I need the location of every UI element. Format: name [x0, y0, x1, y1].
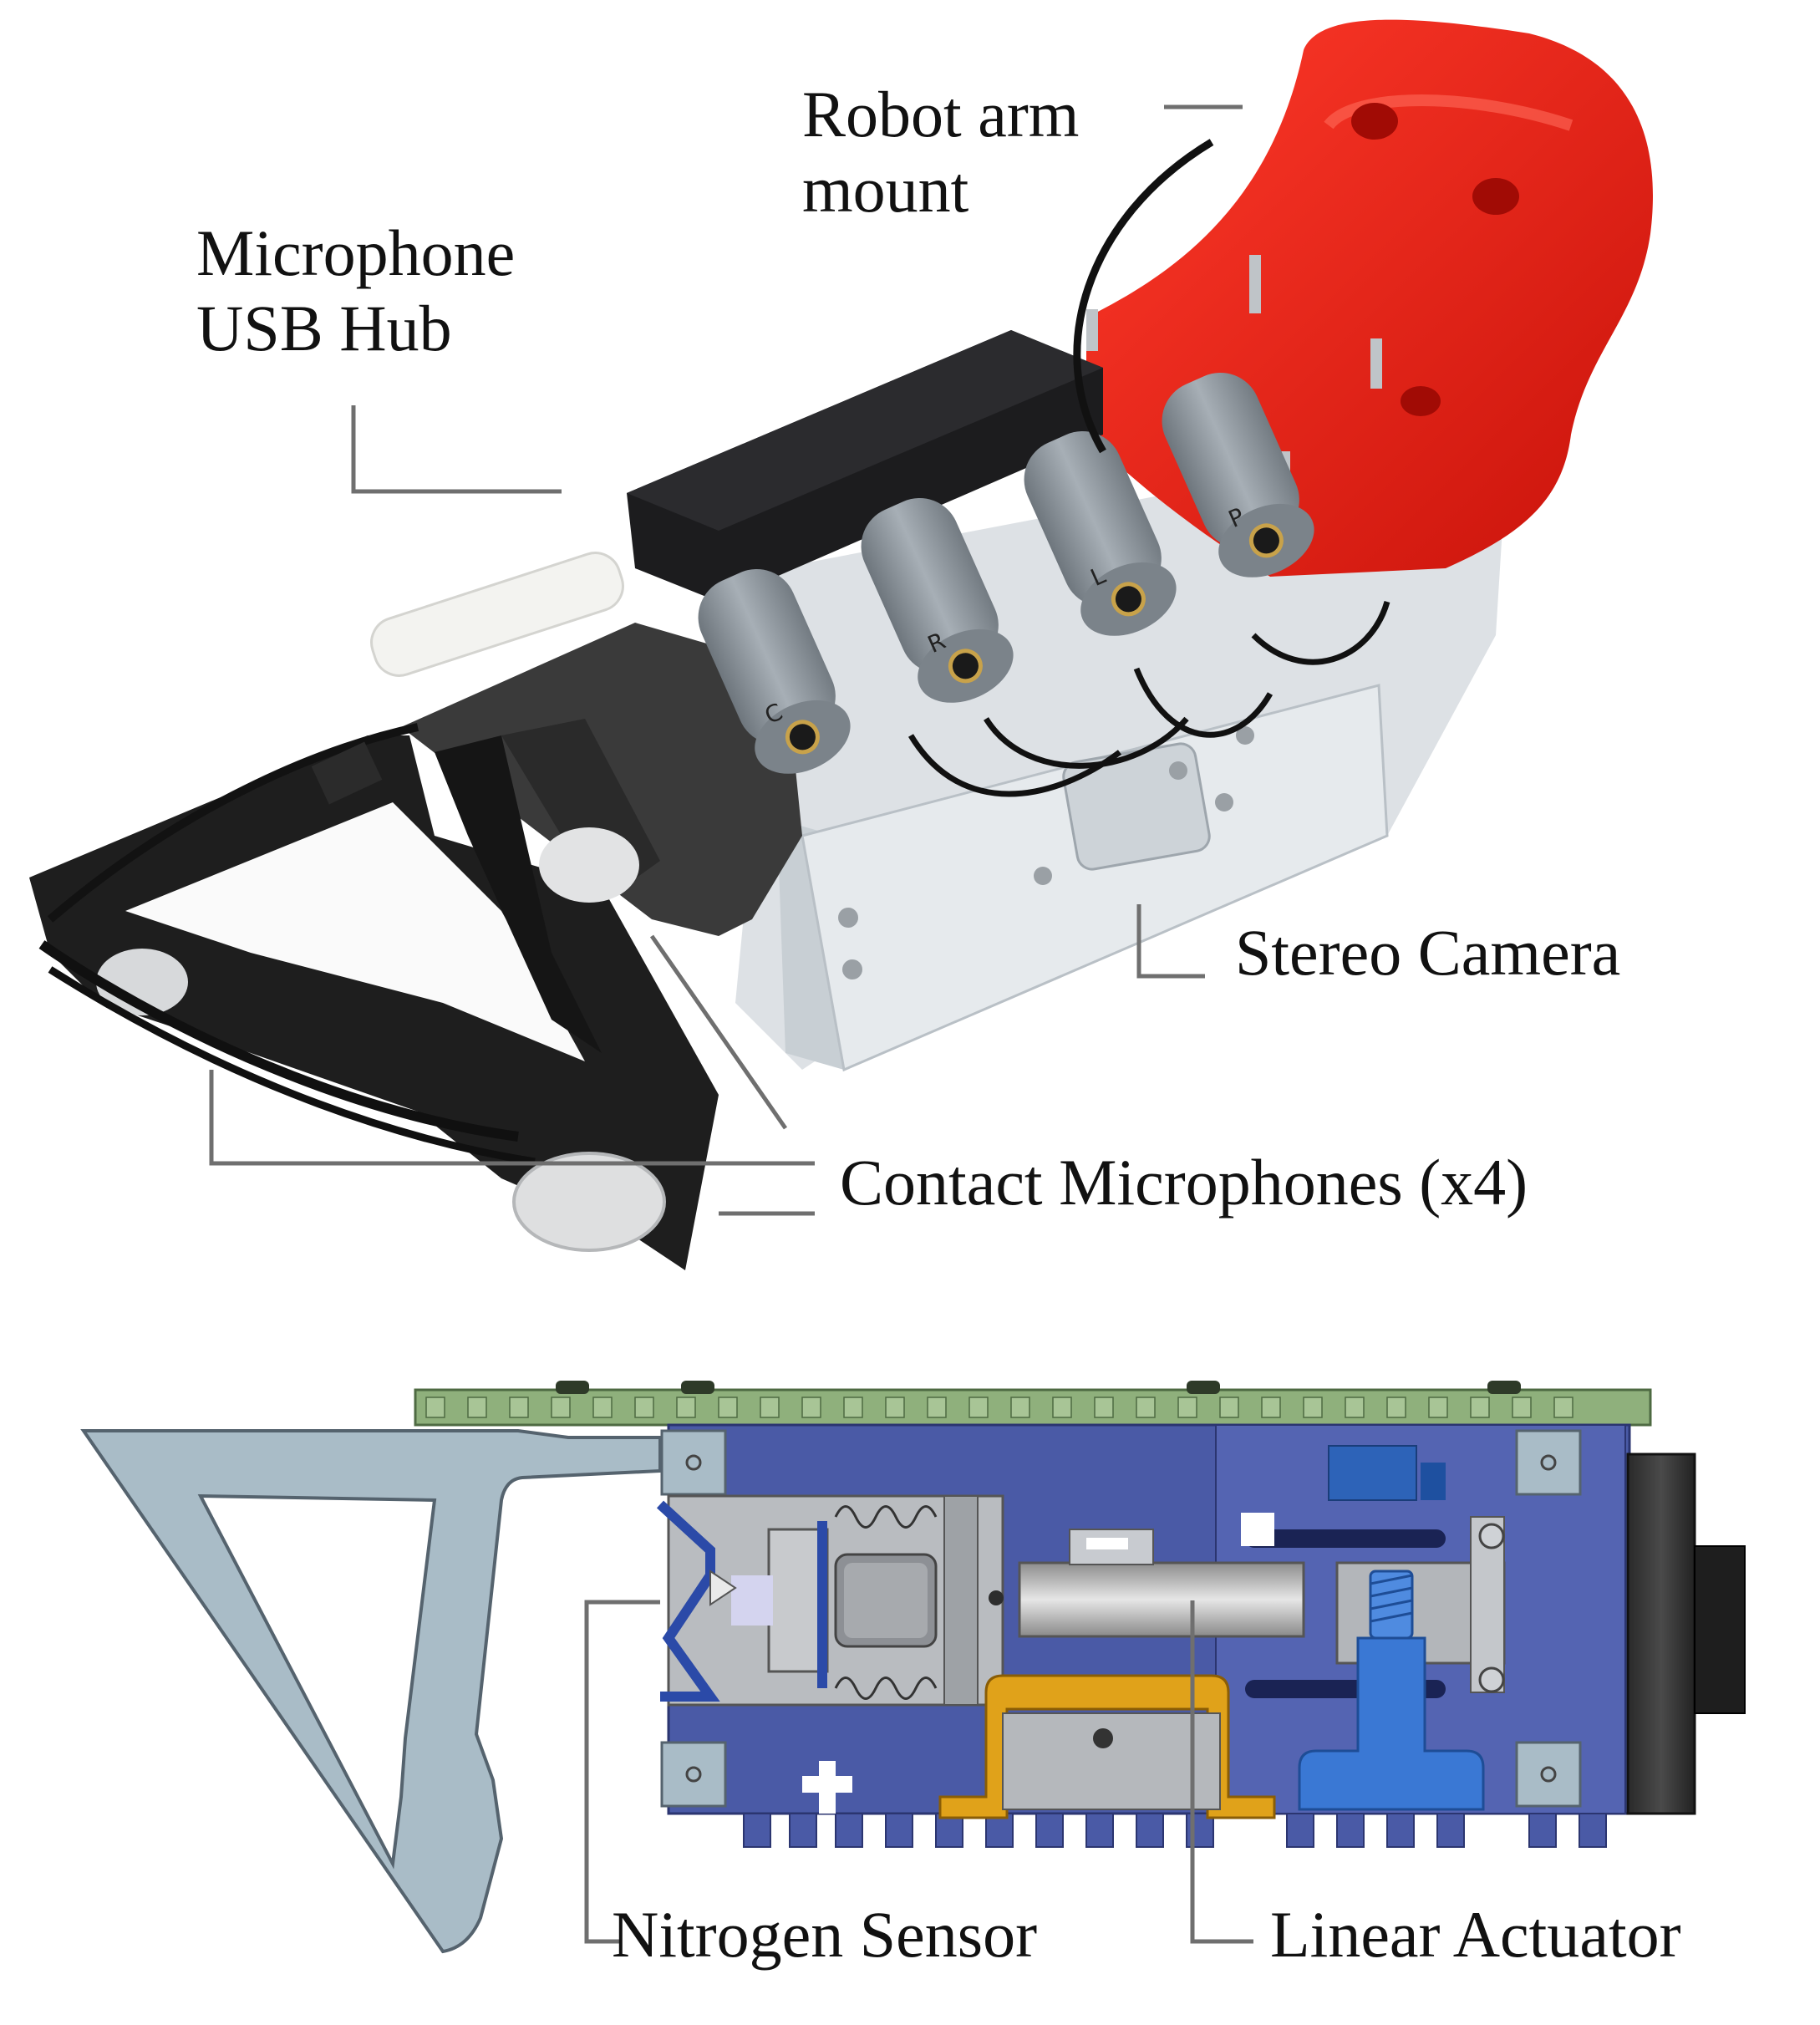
label-linear-actuator: Linear Actuator: [1270, 1898, 1681, 1971]
label-microphone-usb-hub: Microphone USB Hub: [196, 216, 515, 367]
gripper-cad-section: [80, 1381, 1746, 1954]
mic-adapter: [698, 568, 836, 745]
contact-mic-disc: [512, 1152, 666, 1252]
gripper-finger-cad: [80, 1429, 1582, 1954]
leader-contact-mic-2: [649, 934, 788, 1130]
leader-stereo-camera: [1136, 904, 1205, 979]
leader-usb-hub: [351, 405, 562, 494]
label-robot-arm-mount-line1: Robot arm: [802, 78, 1080, 150]
leader-nitrogen-sensor: [584, 1600, 660, 1944]
photo-leader-lines: [209, 104, 1243, 1216]
nitrogen-sensor: [656, 1494, 1004, 1707]
label-microphone-usb-hub-line2: USB Hub: [196, 292, 452, 365]
label-microphone-usb-hub-line1: Microphone: [196, 216, 516, 289]
leader-linear-actuator: [1190, 1600, 1253, 1944]
label-stereo-camera: Stereo Camera: [1235, 916, 1621, 989]
white-sleeve: [370, 552, 624, 677]
leader-contact-mic-1: [209, 1070, 815, 1166]
usb-hub: [627, 330, 1103, 602]
mic-adapter: [1024, 430, 1162, 607]
camera-cad: [1626, 1453, 1746, 1815]
pcb-board: [414, 1381, 1652, 1427]
mic-adapter: [1162, 372, 1299, 548]
mic-adapter: [861, 497, 999, 674]
label-robot-arm-mount: Robot arm mount: [802, 77, 1079, 228]
finger-frame: [29, 719, 719, 1270]
robot-arm-mount: [1086, 19, 1654, 577]
label-contact-microphones: Contact Microphones (x4): [840, 1146, 1528, 1219]
label-robot-arm-mount-line2: mount: [802, 153, 969, 226]
gripper-photo: C R L P: [29, 19, 1654, 1270]
label-nitrogen-sensor: Nitrogen Sensor: [612, 1898, 1038, 1971]
mic-adapters: C R L P: [698, 139, 1390, 797]
linear-actuator: [938, 1516, 1506, 1819]
contact-mic-disc: [539, 827, 639, 903]
cad-leader-lines: [584, 1600, 1253, 1944]
